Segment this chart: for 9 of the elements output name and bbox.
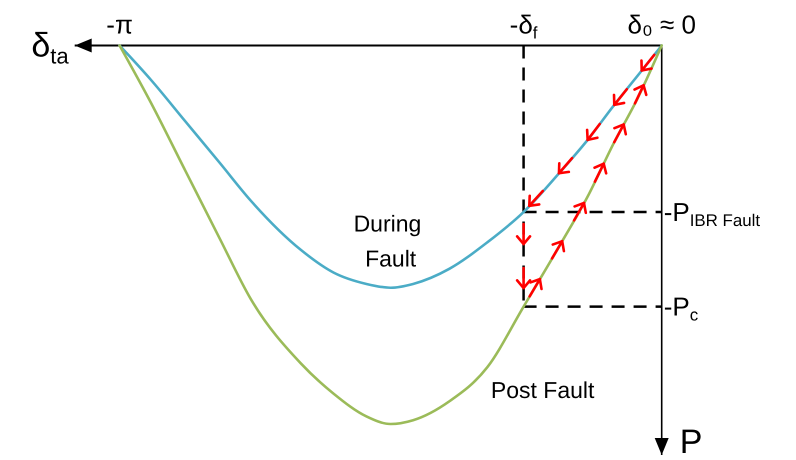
x-tick-label: -π <box>106 10 133 40</box>
series-label: Post Fault <box>490 377 596 403</box>
ref-line-label: -δ$_{f}$ <box>510 10 538 43</box>
x-tick-label: δ₀ ≈ 0 <box>627 10 696 40</box>
series-label: During Fault <box>354 210 428 272</box>
ref-line-label: -P$_{IBR Fault}$ <box>664 197 760 230</box>
x-axis-title: δ$_{ta}$ <box>31 26 70 68</box>
y-axis-title: P <box>680 423 702 460</box>
ref-line-label: -P$_{c}$ <box>664 292 698 325</box>
